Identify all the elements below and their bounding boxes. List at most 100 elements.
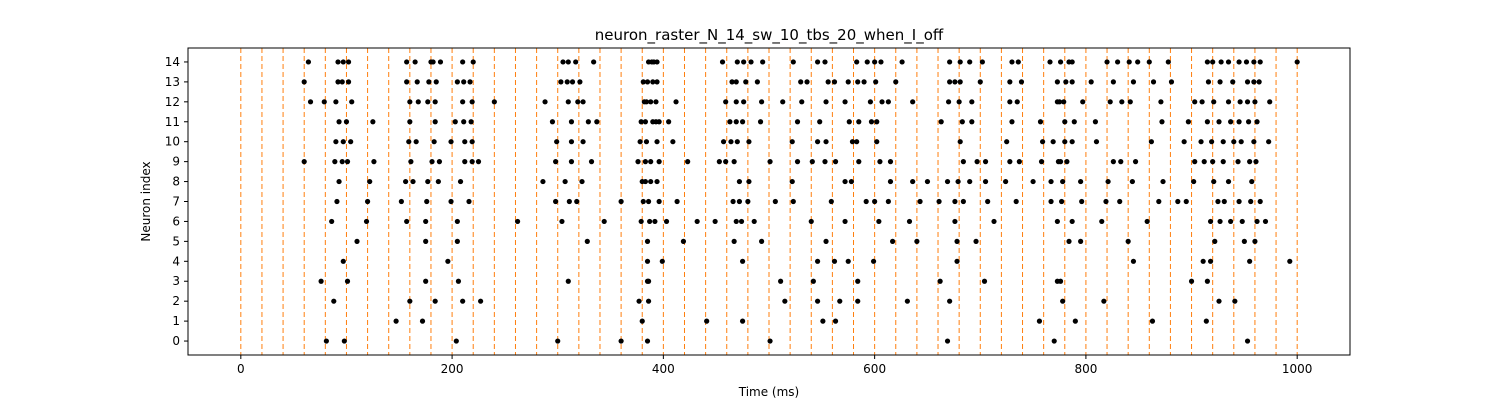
- spike-point: [973, 238, 979, 244]
- spike-point: [638, 218, 644, 225]
- spike-point: [1218, 59, 1224, 65]
- spike-point: [1191, 178, 1197, 185]
- spike-point: [648, 99, 654, 105]
- spike-point: [842, 178, 848, 185]
- spike-point: [454, 238, 460, 244]
- spike-point: [1078, 178, 1084, 185]
- spike-point: [469, 139, 475, 145]
- spike-point: [644, 238, 651, 244]
- spike-point: [1036, 318, 1043, 324]
- spike-point: [457, 178, 464, 185]
- spike-point: [1016, 159, 1022, 165]
- spike-point: [475, 159, 482, 165]
- spike-point: [754, 79, 760, 85]
- x-tick-label: 400: [652, 362, 675, 376]
- spike-point: [906, 218, 913, 225]
- spike-point: [716, 159, 722, 165]
- spike-point: [654, 59, 660, 65]
- spike-point: [1130, 258, 1137, 264]
- spike-point: [729, 79, 735, 85]
- spike-point: [952, 218, 958, 225]
- spike-point: [1207, 258, 1214, 264]
- spike-point: [653, 99, 659, 105]
- spike-point: [403, 178, 409, 185]
- spike-point: [1160, 178, 1166, 185]
- spike-point: [1072, 318, 1078, 324]
- spike-point: [1192, 159, 1198, 165]
- spike-point: [904, 298, 910, 304]
- spike-point: [425, 178, 431, 185]
- spike-point: [336, 119, 342, 125]
- spike-point: [820, 318, 826, 324]
- spike-point: [656, 119, 662, 125]
- spike-point: [370, 119, 376, 125]
- spike-point: [1267, 99, 1273, 105]
- spike-point: [468, 119, 474, 125]
- spike-point: [425, 99, 431, 105]
- spike-point: [952, 79, 958, 85]
- spike-point: [952, 198, 958, 205]
- spike-point: [945, 99, 952, 105]
- spike-point: [954, 258, 960, 264]
- spike-point: [733, 79, 739, 85]
- spike-point: [643, 99, 650, 105]
- spike-point: [1211, 178, 1217, 185]
- spike-point: [1125, 238, 1131, 244]
- spike-point: [746, 139, 752, 145]
- spike-point: [957, 79, 963, 85]
- spike-point: [1203, 318, 1209, 324]
- spike-point: [738, 218, 745, 225]
- spike-point: [778, 278, 784, 284]
- spike-point: [371, 159, 377, 165]
- spike-point: [1150, 79, 1157, 85]
- spike-point: [426, 79, 432, 85]
- spike-point: [1107, 99, 1113, 105]
- spike-point: [393, 318, 399, 324]
- spike-point: [470, 59, 476, 65]
- spike-point: [349, 99, 355, 105]
- spike-point: [1253, 159, 1259, 165]
- spike-point: [1148, 139, 1155, 145]
- y-tick-label: 0: [172, 334, 180, 348]
- spike-markers: [301, 59, 1300, 344]
- spike-point: [937, 278, 943, 284]
- spike-point: [790, 198, 796, 205]
- y-tick-label: 5: [172, 234, 180, 248]
- spike-point: [789, 178, 795, 185]
- spike-point: [407, 119, 413, 125]
- spike-point: [974, 159, 980, 165]
- spike-point: [414, 79, 420, 85]
- spike-point: [466, 198, 472, 205]
- spike-point: [1057, 159, 1064, 165]
- y-axis-label: Neuron index: [139, 161, 153, 241]
- spike-point: [1211, 99, 1217, 105]
- spike-point: [854, 59, 860, 65]
- spike-point: [1251, 59, 1257, 65]
- spike-point: [734, 59, 740, 65]
- spike-point: [1205, 79, 1212, 85]
- spike-point: [1212, 238, 1218, 244]
- spike-point: [1056, 99, 1063, 105]
- x-tick-label: 0: [237, 362, 245, 376]
- spike-point: [728, 139, 734, 145]
- spike-point: [1104, 59, 1110, 65]
- spike-point: [751, 218, 757, 225]
- spike-point: [889, 238, 896, 244]
- spike-point: [555, 338, 561, 344]
- spike-point: [554, 139, 560, 145]
- spike-point: [1236, 119, 1242, 125]
- spike-point: [804, 79, 810, 85]
- spike-point: [959, 119, 965, 125]
- spike-point: [1225, 59, 1232, 65]
- y-tick-label: 12: [165, 95, 180, 109]
- spike-point: [720, 139, 727, 145]
- spike-point: [585, 119, 591, 125]
- spike-point: [1201, 159, 1207, 165]
- spike-point: [644, 338, 651, 344]
- spike-point: [1232, 298, 1238, 304]
- spike-point: [640, 79, 646, 85]
- spike-point: [670, 139, 676, 145]
- spike-point: [1252, 238, 1258, 244]
- spike-point: [650, 79, 656, 85]
